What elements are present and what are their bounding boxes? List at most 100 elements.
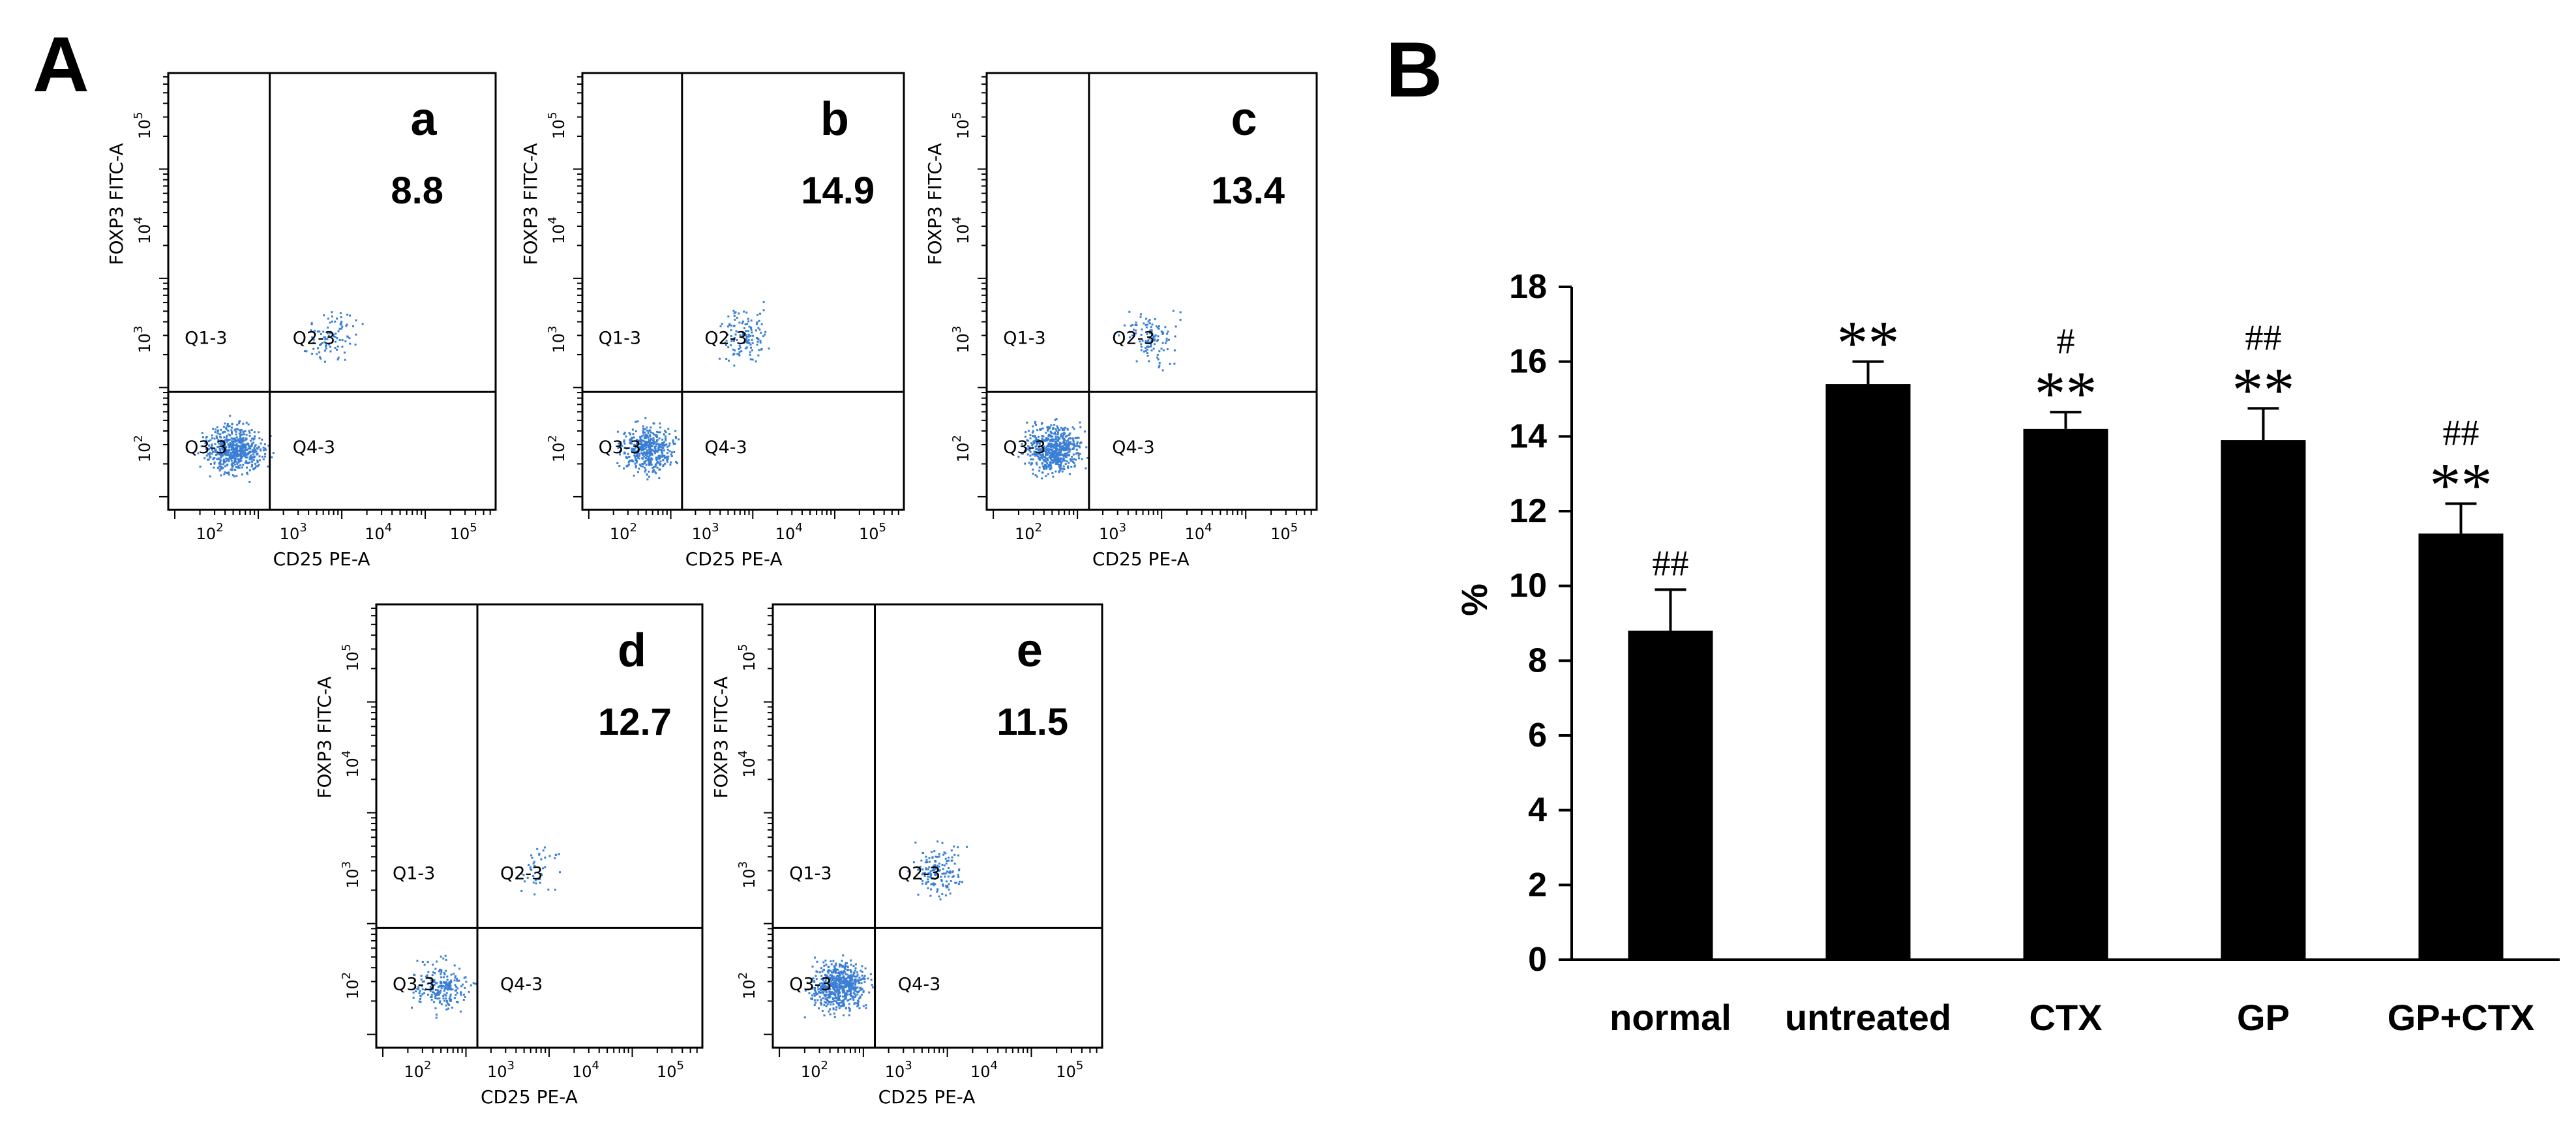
cell-dot — [632, 433, 635, 436]
cell-dot — [825, 977, 828, 980]
cell-dot — [638, 440, 641, 443]
cell-dot — [756, 336, 758, 339]
cell-dot — [651, 467, 654, 469]
cell-dot — [839, 964, 841, 967]
cell-dot — [821, 970, 824, 973]
cell-dot — [644, 457, 647, 460]
cell-dot — [462, 994, 465, 996]
cell-dot — [736, 353, 739, 355]
cell-dot — [663, 454, 666, 457]
cell-dot — [1051, 442, 1053, 445]
cell-dot — [928, 866, 931, 868]
cell-dot — [239, 464, 242, 467]
cell-dot — [234, 460, 237, 463]
tick-base: 10 — [954, 119, 972, 140]
cell-dot — [644, 462, 646, 464]
cell-dot — [946, 886, 949, 889]
cell-dot — [1049, 427, 1051, 430]
cell-dot — [816, 992, 819, 995]
cell-dot — [1041, 451, 1043, 453]
cell-dot — [642, 447, 644, 449]
cell-dot — [1075, 449, 1078, 451]
cell-dot — [1043, 439, 1046, 442]
x-tick-label: 103 — [280, 521, 307, 543]
cell-dot — [1066, 454, 1068, 456]
cell-dot — [252, 459, 255, 462]
cell-dot — [239, 449, 241, 452]
cell-dot — [237, 462, 240, 464]
cell-dot — [1037, 441, 1040, 444]
cell-dot — [448, 988, 451, 990]
cell-dot — [1043, 467, 1045, 469]
cell-dot — [850, 978, 853, 981]
cell-dot — [845, 973, 847, 975]
cell-dot — [1037, 449, 1040, 452]
x-axis-label: CD25 PE-A — [878, 1086, 976, 1108]
cell-dot — [648, 462, 650, 464]
cell-dot — [646, 473, 648, 476]
cell-dot — [639, 437, 642, 439]
cell-dot — [831, 985, 833, 988]
cell-dot — [655, 443, 657, 445]
cell-dot — [215, 448, 217, 451]
cell-dot — [229, 434, 232, 437]
cell-dot — [830, 963, 833, 966]
cell-dot — [218, 453, 221, 456]
cell-dot — [1079, 452, 1081, 455]
cell-dot — [1152, 348, 1155, 350]
cell-dot — [746, 323, 749, 325]
cell-dot — [242, 447, 245, 449]
cell-dot — [420, 975, 423, 977]
cell-dot — [1034, 435, 1036, 437]
cell-dot — [535, 882, 537, 885]
cell-dot — [445, 999, 448, 1002]
cell-dot — [336, 318, 338, 320]
cell-dot — [1070, 460, 1072, 462]
cell-dot — [648, 430, 650, 432]
cell-dot — [1162, 332, 1165, 334]
cell-dot — [1038, 440, 1040, 443]
cell-dot — [658, 458, 661, 460]
cell-dot — [925, 882, 927, 885]
cell-dot — [803, 1016, 806, 1018]
cell-dot — [657, 443, 659, 445]
cell-dot — [438, 997, 441, 999]
cell-dot — [835, 982, 837, 984]
cell-dot — [1055, 445, 1058, 448]
cell-dot — [938, 869, 941, 872]
cell-dot — [849, 998, 852, 1001]
cell-dot — [1079, 421, 1081, 424]
cell-dot — [1043, 456, 1046, 458]
cell-dot — [223, 473, 226, 475]
cell-dot — [1032, 443, 1034, 445]
cell-dot — [1156, 353, 1159, 356]
cell-dot — [434, 1007, 437, 1010]
cell-dot — [458, 968, 461, 970]
cell-dot — [850, 983, 853, 985]
cell-dot — [327, 326, 329, 329]
cell-dot — [1155, 325, 1158, 327]
cell-dot — [1027, 439, 1030, 442]
cell-dot — [923, 872, 926, 874]
cell-dot — [232, 464, 234, 467]
cell-dot — [1051, 444, 1053, 447]
y-axis-label: FOXP3 FITC-A — [106, 143, 127, 265]
cell-dot — [852, 975, 855, 977]
cell-dot — [934, 860, 936, 862]
cell-dot — [725, 344, 727, 346]
cell-dot — [1061, 470, 1064, 473]
cell-dot — [957, 846, 959, 849]
cell-dot — [642, 430, 644, 432]
cell-dot — [839, 986, 842, 989]
cell-dot — [949, 872, 951, 874]
quadrant-label: Q3-3 — [1003, 437, 1045, 458]
cell-dot — [843, 982, 846, 984]
cell-dot — [943, 851, 946, 853]
cell-dot — [847, 999, 850, 1001]
tick-exponent: 5 — [879, 521, 886, 535]
cell-dot — [673, 451, 676, 453]
cell-dot — [655, 441, 658, 443]
cell-dot — [745, 337, 748, 340]
cell-dot — [646, 450, 648, 452]
cell-dot — [835, 962, 837, 965]
